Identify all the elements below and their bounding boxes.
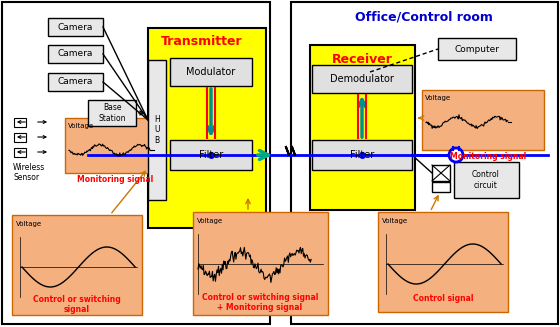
Text: Control signal: Control signal bbox=[413, 294, 473, 303]
Bar bbox=[454, 162, 519, 198]
Bar bbox=[378, 212, 508, 312]
Text: Camera: Camera bbox=[57, 23, 93, 31]
Text: Voltage: Voltage bbox=[197, 218, 223, 224]
Bar bbox=[438, 38, 516, 60]
Text: Monitoring signal: Monitoring signal bbox=[450, 152, 526, 161]
Bar bbox=[48, 18, 103, 36]
Bar bbox=[48, 45, 103, 63]
Text: Office/Control room: Office/Control room bbox=[355, 10, 493, 23]
Bar bbox=[432, 165, 450, 181]
Text: Control or switching
signal: Control or switching signal bbox=[33, 295, 121, 314]
Text: Control or switching signal
+ Monitoring signal: Control or switching signal + Monitoring… bbox=[202, 293, 318, 312]
Text: Modulator: Modulator bbox=[186, 67, 236, 77]
Bar bbox=[170, 58, 252, 86]
Text: Filter: Filter bbox=[350, 150, 374, 160]
Bar bbox=[312, 65, 412, 93]
Text: Demodulator: Demodulator bbox=[330, 74, 394, 84]
Bar bbox=[12, 215, 142, 315]
Bar bbox=[310, 45, 415, 210]
Text: Monitoring signal: Monitoring signal bbox=[77, 175, 153, 184]
Bar bbox=[14, 118, 26, 127]
Bar bbox=[88, 100, 136, 126]
Text: Transmitter: Transmitter bbox=[161, 35, 243, 48]
Text: Wireless
Sensor: Wireless Sensor bbox=[13, 163, 45, 182]
Bar bbox=[14, 148, 26, 157]
Text: Voltage: Voltage bbox=[68, 123, 94, 129]
Bar bbox=[312, 140, 412, 170]
Text: Filter: Filter bbox=[199, 150, 223, 160]
Bar bbox=[14, 133, 26, 142]
Bar bbox=[291, 2, 558, 324]
Text: Base
Station: Base Station bbox=[98, 103, 126, 123]
Text: Voltage: Voltage bbox=[382, 218, 408, 224]
Bar bbox=[48, 73, 103, 91]
Bar bbox=[148, 28, 266, 228]
Bar bbox=[432, 182, 450, 192]
Circle shape bbox=[449, 148, 463, 162]
Bar bbox=[193, 212, 328, 315]
Text: Voltage: Voltage bbox=[425, 95, 451, 101]
Bar bbox=[65, 118, 165, 173]
Bar bbox=[2, 2, 270, 324]
Text: H
U
B: H U B bbox=[154, 115, 160, 145]
Bar bbox=[148, 60, 166, 200]
Text: Computer: Computer bbox=[455, 44, 500, 54]
Text: Receiver: Receiver bbox=[332, 53, 393, 66]
Text: Control
circuit: Control circuit bbox=[472, 170, 500, 190]
Text: Camera: Camera bbox=[57, 77, 93, 87]
Text: Voltage: Voltage bbox=[16, 221, 42, 227]
Bar bbox=[422, 90, 544, 150]
Text: Camera: Camera bbox=[57, 49, 93, 59]
Bar bbox=[170, 140, 252, 170]
